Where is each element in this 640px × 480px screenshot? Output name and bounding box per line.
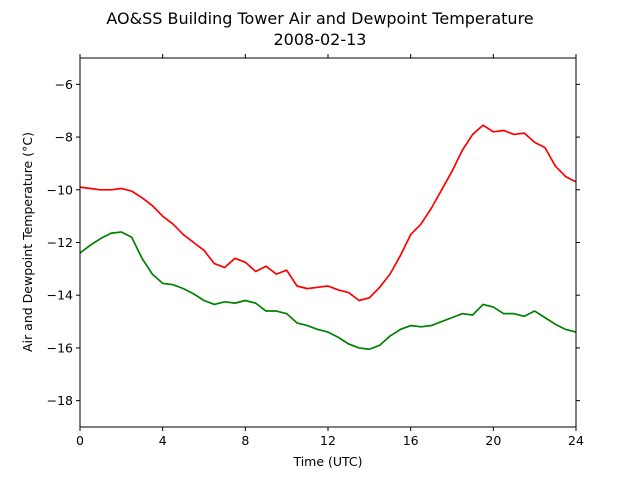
y-tick-label: −18	[47, 393, 73, 408]
x-tick-label: 0	[76, 433, 84, 448]
y-tick-label: −10	[47, 182, 73, 197]
series-layer	[79, 124, 577, 351]
x-axis-label: Time (UTC)	[292, 454, 362, 469]
y-tick-label: −14	[47, 288, 73, 303]
tick-layer: 0 4 8 12 16 20 24 −18 −16 −14 −12 −10 −8 −6	[47, 54, 584, 448]
y-tick-label: −6	[55, 77, 73, 92]
series-line-1	[79, 231, 577, 351]
series-line-0	[79, 124, 577, 302]
x-tick-label: 16	[403, 433, 419, 448]
y-tick-label: −12	[47, 235, 73, 250]
x-tick-label: 20	[485, 433, 501, 448]
y-tick-label: −16	[47, 340, 73, 355]
chart-title: AO&SS Building Tower Air and Dewpoint Te…	[106, 9, 533, 28]
y-tick-label: −8	[55, 130, 73, 145]
plot-frame	[79, 57, 577, 428]
y-axis-label: Air and Dewpoint Temperature (°C)	[20, 132, 35, 352]
x-tick-label: 12	[320, 433, 336, 448]
x-tick-label: 24	[568, 433, 584, 448]
chart-subtitle: 2008-02-13	[274, 30, 367, 49]
x-tick-label: 8	[241, 433, 249, 448]
x-tick-label: 4	[159, 433, 167, 448]
